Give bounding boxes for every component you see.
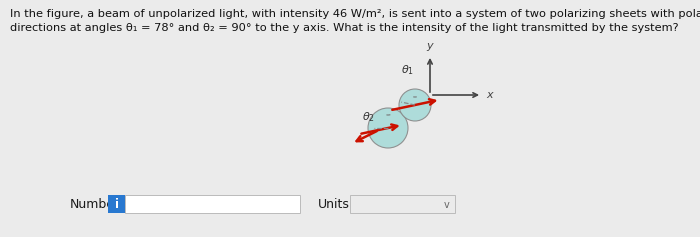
Text: In the figure, a beam of unpolarized light, with intensity 46 W/m², is sent into: In the figure, a beam of unpolarized lig…: [10, 9, 700, 19]
Text: y: y: [427, 41, 433, 51]
Text: x: x: [486, 90, 493, 100]
Circle shape: [399, 89, 431, 121]
FancyBboxPatch shape: [350, 195, 455, 213]
Text: directions at angles θ₁ = 78° and θ₂ = 90° to the y axis. What is the intensity : directions at angles θ₁ = 78° and θ₂ = 9…: [10, 23, 678, 33]
Text: Number: Number: [70, 197, 120, 210]
Text: i: i: [115, 197, 118, 210]
Circle shape: [368, 108, 408, 148]
FancyBboxPatch shape: [108, 195, 125, 213]
Text: v: v: [444, 200, 450, 210]
Text: Units: Units: [318, 197, 350, 210]
FancyBboxPatch shape: [125, 195, 300, 213]
Text: $\theta_2$: $\theta_2$: [362, 110, 375, 124]
Text: $\theta_1$: $\theta_1$: [401, 63, 414, 77]
